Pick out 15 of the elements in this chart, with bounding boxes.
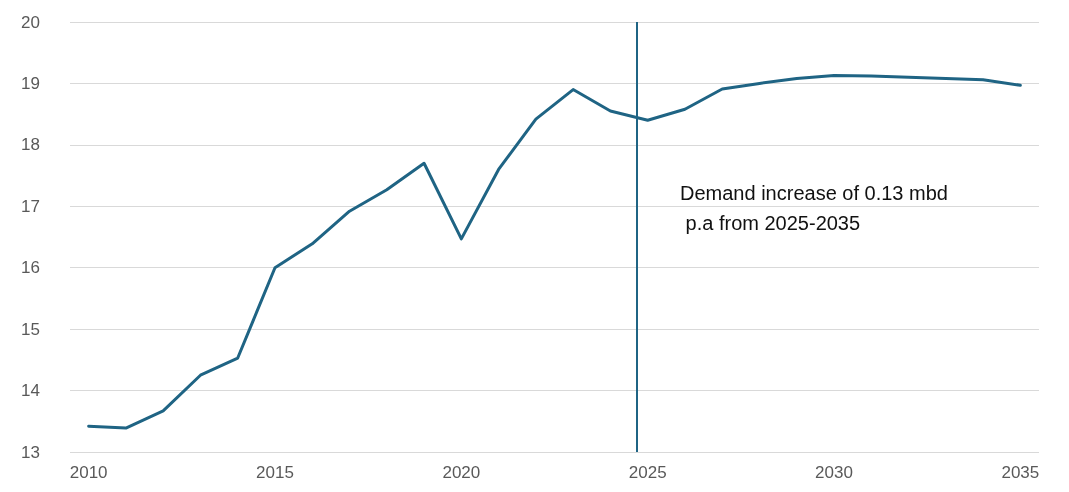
x-tick-label: 2025 [628, 463, 667, 482]
x-tick-label: 2010 [69, 463, 108, 482]
y-tick-label: 19 [21, 73, 40, 93]
y-tick-label: 15 [21, 319, 40, 339]
y-tick-label: 14 [21, 381, 40, 401]
annotation: Demand increase of 0.13 mbd p.a from 2025-2035 [680, 182, 948, 234]
y-tick-label: 13 [21, 442, 40, 462]
x-tick-label: 2035 [1001, 463, 1040, 482]
y-tick-label: 16 [21, 258, 40, 278]
y-tick-label: 17 [21, 196, 40, 216]
y-tick-label: 18 [21, 135, 40, 155]
x-tick-label: 2015 [256, 463, 294, 482]
y-tick-label: 20 [21, 12, 40, 32]
x-tick-label: 2020 [442, 463, 481, 482]
x-tick-label: 2030 [815, 463, 853, 482]
